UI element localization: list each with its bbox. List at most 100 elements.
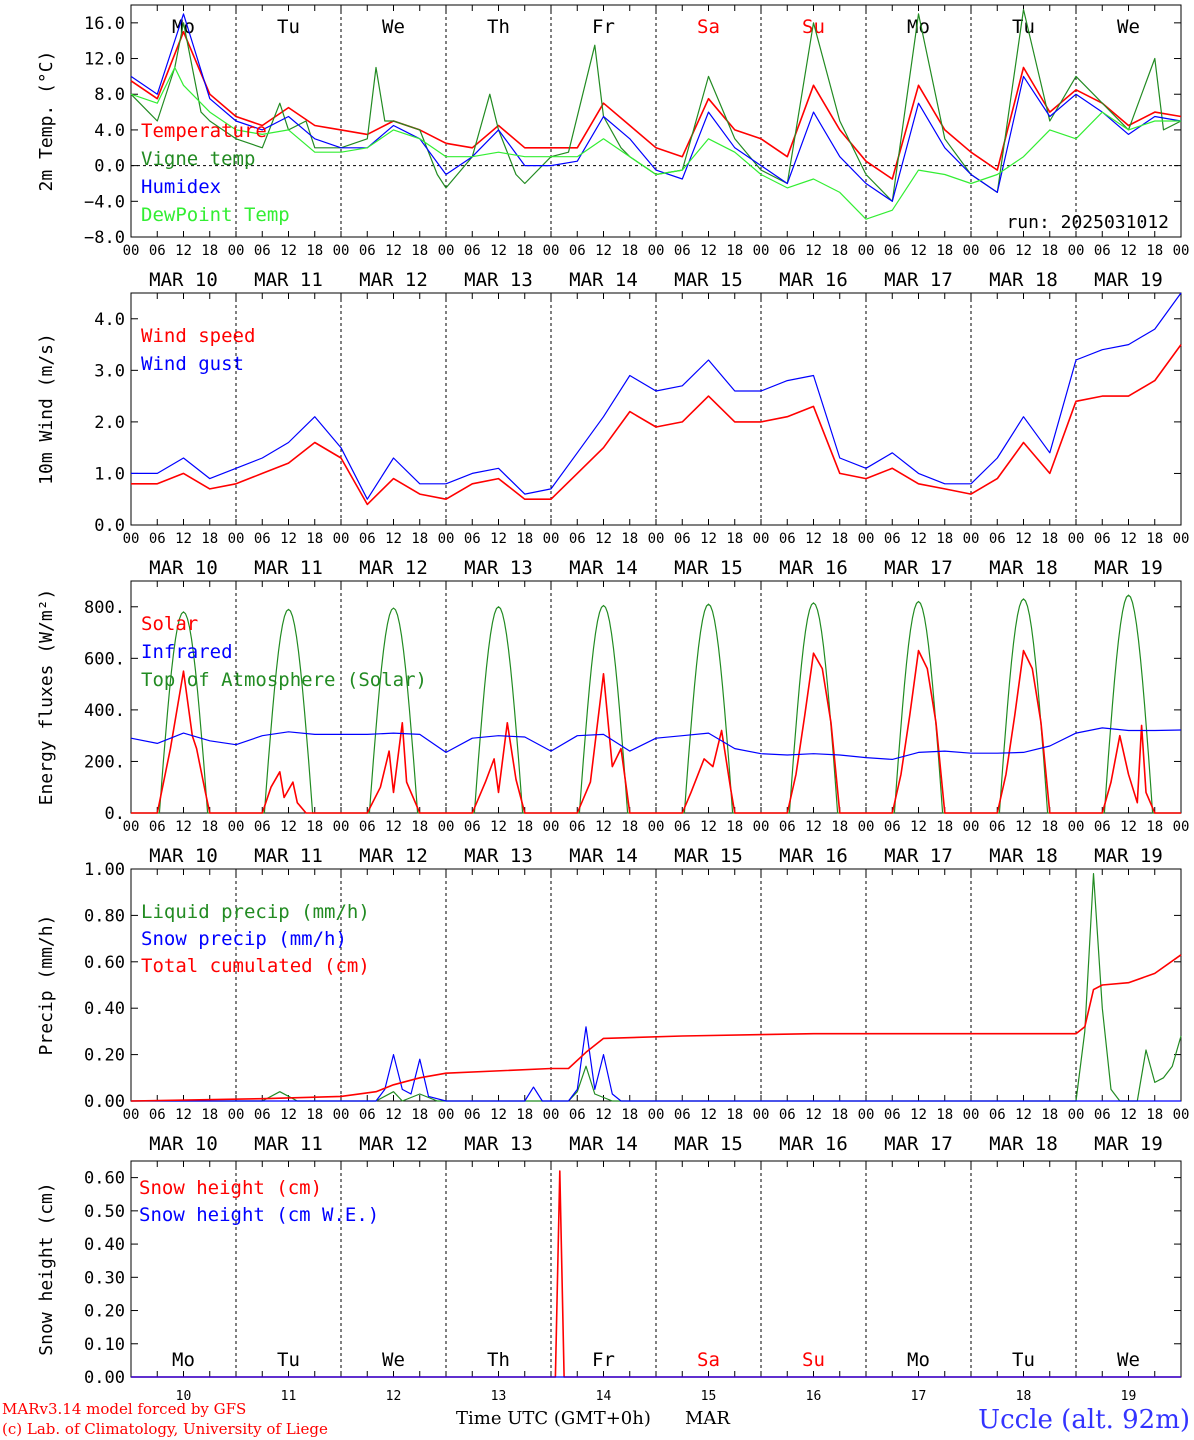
hour-tick-label: 00 [543,531,560,547]
hour-tick-label: 12 [595,531,612,547]
x-axis-label: Time UTC (GMT+0h) [456,1408,651,1429]
hour-tick-label: 00 [963,531,980,547]
hour-tick-label: 06 [569,819,586,835]
y-tick-label: 0.80 [84,906,125,926]
hour-tick-label: 06 [989,1107,1006,1123]
hour-tick-label: 18 [1146,1107,1163,1123]
hour-tick-label: 12 [1015,243,1032,259]
hour-tick-label: 18 [411,1107,428,1123]
hour-tick-label: 00 [648,819,665,835]
date-label: MAR 11 [254,1133,323,1155]
y-tick-label: 0.60 [84,1169,125,1189]
y-tick-label: 0.00 [84,1368,125,1388]
legend-entry: Snow precip (mm/h) [141,928,347,950]
hour-tick-label: 18 [726,531,743,547]
weekday-label: Tu [1012,1349,1035,1371]
date-label: MAR 17 [884,845,953,867]
hour-tick-label: 00 [753,531,770,547]
hour-tick-label: 18 [516,243,533,259]
date-label: MAR 18 [989,269,1058,291]
date-label: MAR 14 [569,845,638,867]
hour-tick-label: 06 [989,819,1006,835]
weekday-label: Mo [172,16,195,38]
series-line-wind-gust [131,292,1182,500]
hour-tick-label: 12 [175,1107,192,1123]
hour-tick-label: 00 [228,243,245,259]
series-line-snow-precip-mm-h [131,1026,1181,1102]
hour-tick-label: 06 [149,1107,166,1123]
weekday-label: Tu [1012,16,1035,38]
weekday-label: Fr [592,1349,615,1371]
hour-tick-label: 00 [963,243,980,259]
hour-tick-label: 12 [490,243,507,259]
month-label: MAR [685,1408,730,1429]
hour-tick-label: 00 [543,819,560,835]
hour-tick-label: 00 [438,243,455,259]
series-line-dewpoint-temp [130,66,1181,220]
hour-tick-label: 12 [385,243,402,259]
hour-tick-label: 06 [989,243,1006,259]
y-tick-label: 0.60 [84,953,125,973]
date-label: MAR 13 [464,557,533,579]
hour-tick-label: 18 [726,819,743,835]
legend-entry: Top of Atmosphere (Solar) [141,669,427,691]
hour-tick-label: 12 [280,1107,297,1123]
hour-tick-label: 06 [779,819,796,835]
hour-tick-label: 12 [700,1107,717,1123]
y-tick-label: 800. [84,598,125,618]
series-line-wind-speed [131,344,1182,506]
hour-tick-label: 12 [700,243,717,259]
date-label: MAR 16 [779,1133,848,1155]
hour-tick-label: 06 [254,531,271,547]
hour-tick-label: 00 [438,531,455,547]
date-label: MAR 16 [779,269,848,291]
hour-tick-label: 18 [411,819,428,835]
hour-tick-label: 00 [858,531,875,547]
hour-tick-label: 12 [700,819,717,835]
y-tick-label: 4.0 [94,121,125,141]
hour-tick-label: 06 [464,819,481,835]
hour-tick-label: 12 [595,243,612,259]
hour-tick-label: 00 [648,1107,665,1123]
hour-tick-label: 06 [779,1107,796,1123]
hour-tick-label: 00 [228,819,245,835]
hour-tick-label: 12 [910,1107,927,1123]
hour-tick-label: 06 [359,531,376,547]
y-tick-label: 600. [84,649,125,669]
weekday-label: We [1117,16,1140,38]
weekday-label: We [382,16,405,38]
date-label: MAR 14 [569,557,638,579]
panel-4: 1.00 0.80 0.60 0.40 0.20 0.00 Precip (mm/h) 00 0… [36,860,1189,1155]
legend-entry: Wind gust [141,353,244,375]
date-label: MAR 17 [884,1133,953,1155]
weekday-label: Su [802,1349,825,1371]
weekday-label: Su [802,16,825,38]
hour-tick-label: 12 [175,243,192,259]
date-label: MAR 13 [464,1133,533,1155]
series-line-humidex [130,13,1182,202]
day-number-label: 17 [911,1389,927,1404]
hour-tick-label: 18 [831,531,848,547]
date-label: MAR 10 [149,845,218,867]
y-tick-label: 200. [84,752,125,772]
date-label: MAR 11 [254,845,323,867]
date-label: MAR 11 [254,557,323,579]
hour-tick-label: 00 [123,243,140,259]
hour-tick-label: 00 [1173,243,1190,259]
hour-tick-label: 18 [306,1107,323,1123]
day-number-label: 14 [596,1389,612,1404]
hour-tick-label: 00 [1068,243,1085,259]
weekday-label: Mo [172,1349,195,1371]
hour-tick-label: 12 [175,819,192,835]
hour-tick-label: 06 [779,531,796,547]
hour-tick-label: 06 [464,1107,481,1123]
hour-tick-label: 06 [674,1107,691,1123]
series-line-temperature [130,31,1182,180]
hour-tick-label: 06 [254,1107,271,1123]
y-tick-label: 1.00 [84,860,125,880]
hour-tick-label: 18 [621,243,638,259]
date-label: MAR 15 [674,845,743,867]
legend-entry: Humidex [141,176,221,198]
hour-tick-label: 18 [306,531,323,547]
hour-tick-label: 00 [123,819,140,835]
